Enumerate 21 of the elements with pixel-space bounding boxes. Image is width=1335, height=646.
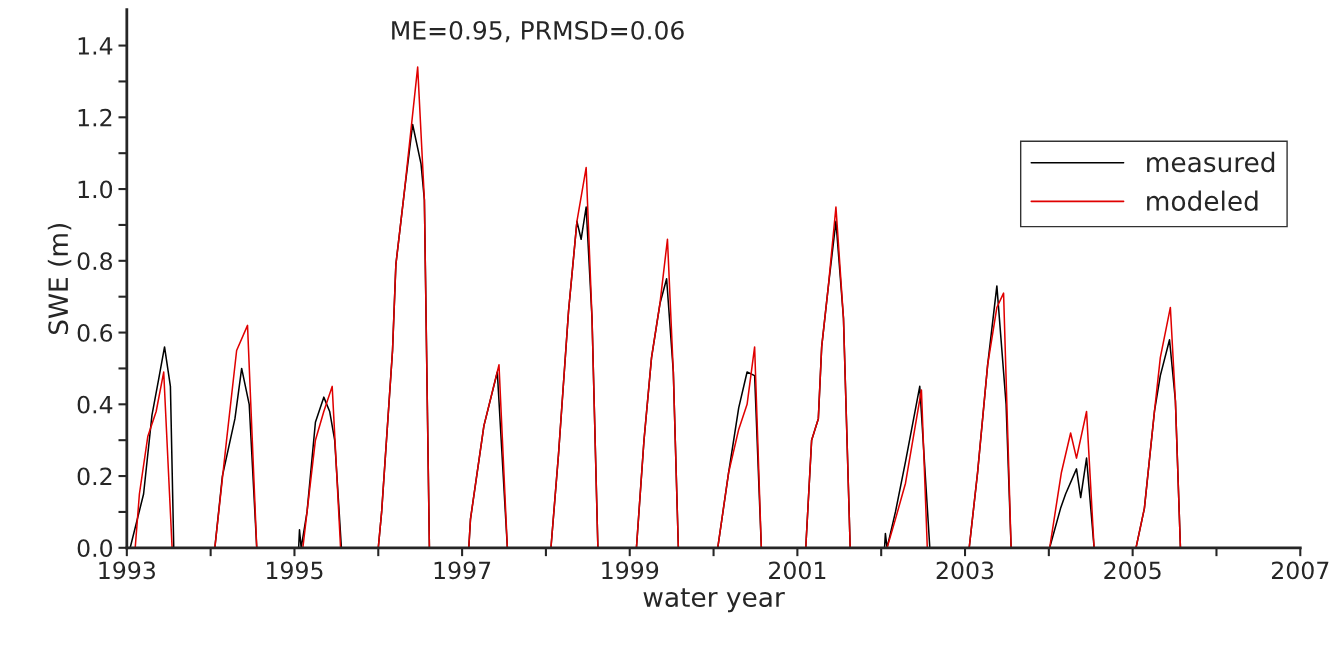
x-tick-label: 1997	[434, 561, 491, 580]
x-tick-label: 1999	[602, 561, 659, 580]
y-axis-title: SWE (m)	[47, 223, 72, 335]
y-tick-label: 1.4	[78, 37, 113, 55]
x-tick-label: 2007	[1271, 561, 1329, 580]
y-tick-label: 0.8	[77, 252, 113, 271]
x-tick-label: 1995	[267, 561, 323, 580]
y-tick-label: 0.2	[77, 467, 112, 486]
y-tick-label: 0.6	[77, 324, 113, 342]
legend-label: measured	[1147, 151, 1275, 173]
x-tick-label: 2005	[1104, 561, 1161, 580]
x-axis-title: water year	[643, 588, 785, 613]
y-tick-label: 1.2	[78, 108, 112, 127]
legend-label: modeled	[1147, 190, 1258, 211]
y-tick-label: 0.0	[77, 539, 113, 558]
annotation: ME=0.95, PRMSD=0.06	[392, 20, 684, 43]
x-tick-label: 2001	[769, 561, 826, 580]
x-tick-label: 2003	[936, 561, 994, 580]
y-tick-label: 1.0	[78, 180, 113, 199]
y-tick-label: 0.4	[77, 395, 113, 414]
x-tick-label: 1993	[99, 561, 155, 580]
